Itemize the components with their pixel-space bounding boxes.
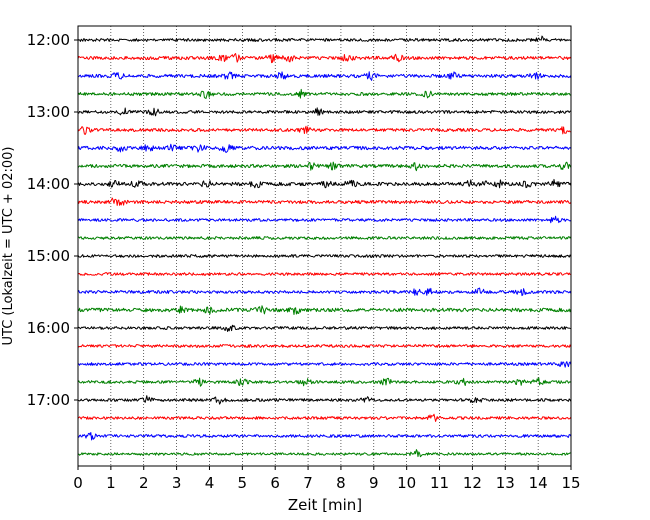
trace-1300 (77, 107, 572, 117)
grid-lines (110, 26, 539, 466)
x-tick-label: 4 (205, 474, 215, 492)
trace-1700 (77, 395, 572, 405)
trace-1630 (77, 361, 572, 368)
trace-1645 (77, 377, 572, 387)
trace-1315 (77, 125, 571, 135)
trace-1415 (77, 197, 572, 206)
plot-frame (77, 25, 572, 467)
trace-1345 (77, 161, 572, 172)
trace-1730 (77, 431, 572, 441)
trace-1215 (77, 53, 572, 64)
x-tick-label: 6 (270, 474, 280, 492)
x-tick-label: 8 (336, 474, 346, 492)
y-axis-ticks: 12:00 13:00 14:00 15:00 16:00 17:00 (27, 31, 78, 409)
x-tick-label: 1 (106, 474, 116, 492)
x-tick-label: 5 (238, 474, 248, 492)
trace-1330 (77, 143, 572, 153)
trace-1230 (77, 71, 572, 81)
trace-1615 (77, 344, 572, 348)
x-tick-label: 11 (430, 474, 449, 492)
y-tick-label: 16:00 (27, 319, 70, 337)
y-tick-label: 12:00 (27, 31, 70, 49)
y-axis-label: UTC (Lokalzeit = UTC + 02:00) (1, 147, 16, 346)
trace-1430 (77, 215, 572, 224)
trace-1530 (77, 287, 572, 297)
y-tick-label: 15:00 (27, 247, 70, 265)
trace-1500 (77, 254, 572, 258)
x-tick-label: 3 (172, 474, 182, 492)
y-tick-label: 13:00 (27, 103, 70, 121)
x-tick-label: 7 (303, 474, 313, 492)
trace-1600 (77, 324, 571, 332)
x-axis-ticks: 0 1 2 3 4 5 6 7 8 9 10 11 12 13 14 15 (73, 466, 581, 492)
trace-1400 (77, 178, 572, 189)
x-tick-label: 0 (73, 474, 83, 492)
x-tick-label: 9 (369, 474, 379, 492)
x-tick-label: 10 (397, 474, 416, 492)
x-tick-label: 2 (139, 474, 149, 492)
trace-1745 (77, 449, 571, 458)
x-tick-label: 15 (561, 474, 580, 492)
trace-1445 (77, 236, 572, 240)
seismic-traces (77, 35, 572, 458)
trace-1545 (77, 305, 572, 315)
y-tick-label: 14:00 (27, 175, 70, 193)
trace-1245 (77, 88, 572, 99)
x-tick-label: 13 (496, 474, 515, 492)
y-tick-label: 17:00 (27, 391, 70, 409)
trace-1715 (77, 413, 572, 422)
x-axis-label: Zeit [min] (288, 496, 362, 514)
x-tick-label: 12 (463, 474, 482, 492)
trace-1200 (77, 35, 572, 42)
trace-1515 (77, 272, 571, 276)
x-tick-label: 14 (529, 474, 548, 492)
